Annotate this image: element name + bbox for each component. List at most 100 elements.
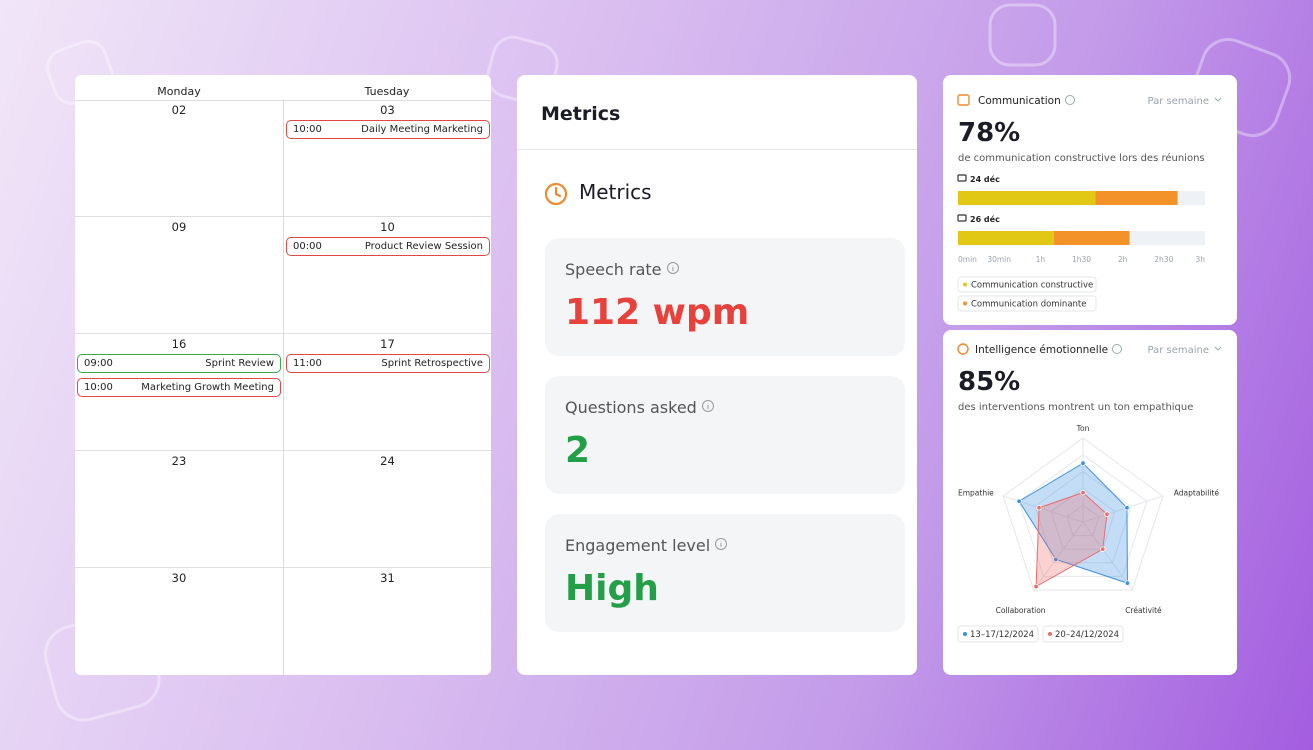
date: 03 bbox=[380, 103, 395, 117]
info-icon bbox=[1065, 95, 1075, 105]
info-icon bbox=[666, 262, 679, 274]
card-title: Intelligence émotionnelle bbox=[975, 344, 1108, 356]
legend-dot bbox=[963, 632, 967, 636]
metric-label: Engagement level bbox=[565, 536, 728, 555]
spoke bbox=[1082, 521, 1133, 591]
legend-dot bbox=[963, 282, 967, 287]
event-title: Sprint Review bbox=[205, 358, 274, 369]
metric-card: Speech rate 112 wpm bbox=[545, 238, 905, 356]
metric-label: Speech rate bbox=[565, 260, 680, 279]
legend-label: Communication constructive bbox=[971, 281, 1093, 291]
radar-point bbox=[1016, 498, 1022, 504]
day-cell: 23 bbox=[75, 451, 283, 568]
bar-segment bbox=[1054, 231, 1130, 245]
day-header: Tuesday bbox=[283, 83, 491, 101]
radar-area bbox=[1035, 492, 1108, 588]
insights-panel: Communication Par semaine 78% de communi… bbox=[943, 75, 1237, 675]
event-title: Sprint Retrospective bbox=[381, 358, 483, 369]
cat-icon bbox=[957, 214, 967, 222]
metric-card: Questions asked 2 bbox=[545, 376, 905, 494]
event[interactable]: 11:00 Sprint Retrospective bbox=[286, 354, 490, 373]
grid-ring bbox=[1002, 437, 1164, 591]
event[interactable]: 10:00 Daily Meeting Marketing bbox=[286, 120, 490, 139]
bar-segment bbox=[958, 231, 1055, 245]
grid-ring bbox=[1034, 470, 1132, 564]
headline: 78% bbox=[958, 118, 1020, 148]
caption: des interventions montrent un ton empath… bbox=[958, 402, 1193, 413]
radar-point bbox=[1053, 556, 1059, 563]
x-tick-label: 0min bbox=[958, 255, 977, 264]
legend-chip bbox=[957, 295, 1097, 312]
category-label: 26 déc bbox=[970, 214, 1000, 224]
event[interactable]: 10:00 Marketing Growth Meeting bbox=[77, 378, 281, 397]
x-tick-label: 1h bbox=[1036, 255, 1046, 264]
x-tick-label: 3h bbox=[1195, 255, 1205, 264]
headline: 85% bbox=[958, 367, 1020, 397]
metric-label: Questions asked bbox=[565, 398, 715, 417]
radar-point bbox=[1124, 505, 1130, 511]
x-tick-label: 2h30 bbox=[1154, 255, 1173, 264]
legend-dot bbox=[1048, 632, 1052, 636]
event-time: 10:00 bbox=[293, 124, 322, 135]
date: 16 bbox=[171, 337, 187, 351]
radar-point bbox=[1080, 489, 1086, 496]
metrics-title: Metrics bbox=[579, 180, 652, 204]
date: 17 bbox=[380, 337, 395, 351]
day-cell: 17 11:00 Sprint Retrospective bbox=[283, 334, 491, 451]
day-cell: 30 bbox=[75, 568, 283, 675]
metrics-panel: Metrics Metrics Speech rate 112 wpm Questi… bbox=[517, 75, 917, 675]
metric-value: High bbox=[565, 568, 659, 609]
metric-card: Engagement level High bbox=[545, 514, 905, 632]
event[interactable]: 00:00 Product Review Session bbox=[286, 237, 490, 256]
communication-icon bbox=[957, 94, 970, 106]
legend-label: 20–24/12/2024 bbox=[1055, 630, 1119, 640]
grid-ring bbox=[1066, 504, 1100, 537]
radar-area bbox=[1018, 462, 1128, 584]
day-header: Monday bbox=[75, 83, 283, 101]
category-label: 24 déc bbox=[970, 174, 1000, 184]
radar-point bbox=[1100, 546, 1106, 552]
date: 30 bbox=[171, 571, 187, 585]
grid-ring bbox=[1018, 454, 1148, 577]
legend-label: Communication dominante bbox=[971, 300, 1086, 310]
spoke bbox=[1082, 495, 1164, 523]
caption: de communication constructive lors des r… bbox=[958, 152, 1205, 164]
metric-value: 2 bbox=[565, 430, 591, 471]
grid-ring bbox=[1050, 487, 1116, 550]
day-cell: 10 00:00 Product Review Session bbox=[283, 217, 491, 334]
event-time: 10:00 bbox=[84, 382, 113, 393]
date: 02 bbox=[171, 103, 187, 117]
x-tick-label: 1h30 bbox=[1072, 255, 1091, 264]
date: 09 bbox=[171, 220, 187, 234]
day-cell: 24 bbox=[283, 451, 491, 568]
legend-chip bbox=[957, 276, 1097, 293]
event[interactable]: 09:00 Sprint Review bbox=[77, 354, 281, 373]
event-time: 09:00 bbox=[84, 358, 113, 369]
axis-label: Empathie bbox=[958, 488, 994, 497]
event-title: Daily Meeting Marketing bbox=[361, 124, 483, 135]
period-select[interactable]: Par semaine bbox=[1148, 345, 1210, 356]
event-title: Marketing Growth Meeting bbox=[141, 382, 274, 393]
date: 23 bbox=[171, 454, 187, 468]
date: 31 bbox=[380, 571, 395, 585]
x-tick-label: 2h bbox=[1118, 255, 1128, 264]
info-icon bbox=[701, 400, 714, 412]
emotional-card bbox=[943, 330, 1237, 675]
radar-point bbox=[1036, 505, 1042, 511]
date: 10 bbox=[380, 220, 395, 234]
spoke bbox=[1002, 495, 1084, 523]
legend-chip bbox=[957, 625, 1039, 643]
calendar: Monday Tuesday 02 03 10:00 Daily Meeting Mark… bbox=[75, 75, 491, 675]
axis-label: Ton bbox=[1076, 424, 1090, 433]
radar-point bbox=[1124, 580, 1131, 586]
event-time: 11:00 bbox=[293, 358, 322, 369]
period-select[interactable]: Par semaine bbox=[1148, 96, 1210, 107]
chevron bbox=[1214, 346, 1222, 351]
metric-value: 112 wpm bbox=[565, 292, 750, 333]
legend-label: 13–17/12/2024 bbox=[970, 630, 1034, 640]
x-tick-label: 30min bbox=[987, 255, 1011, 264]
day-cell: 02 bbox=[75, 100, 283, 217]
bar-segment bbox=[958, 191, 1096, 205]
emotional-icon bbox=[957, 343, 969, 355]
